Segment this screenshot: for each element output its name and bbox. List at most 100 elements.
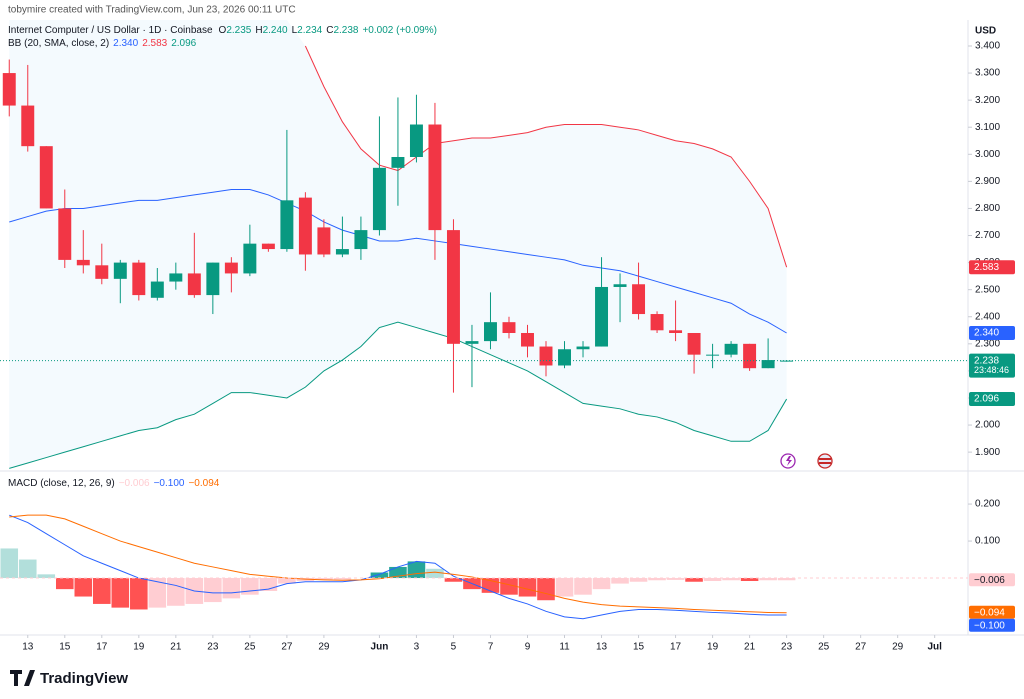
candle-body <box>632 284 646 315</box>
histogram-bar <box>111 578 130 608</box>
macd-value: −0.100 <box>154 478 185 489</box>
x-tick-label: 27 <box>281 642 293 653</box>
x-tick-label: 11 <box>559 642 570 653</box>
ohlc-value: 2.235 <box>226 25 251 36</box>
credit: tobymire created with TradingView.com, J… <box>8 5 296 16</box>
x-tick-label: 15 <box>59 642 71 653</box>
candle-body <box>650 314 664 331</box>
histogram-bar <box>370 572 389 579</box>
event-icon[interactable] <box>780 453 796 469</box>
x-tick-label: 3 <box>414 642 420 653</box>
currency: USD <box>975 26 996 37</box>
x-tick-label: 29 <box>892 642 904 653</box>
histogram-bar <box>426 568 444 579</box>
bb-legend: BB (20, SMA, close, 2) 2.340 2.583 2.096 <box>8 38 197 49</box>
candle-body <box>391 157 405 168</box>
histogram-bar <box>204 578 222 603</box>
candle-body <box>169 273 183 282</box>
x-tick-label: 9 <box>525 642 531 653</box>
candle-body <box>465 341 479 344</box>
y-tick-label: 1.900 <box>975 447 1000 458</box>
macd-tag <box>969 573 1015 587</box>
histogram-bar <box>130 578 148 610</box>
y-tick-label: 2.500 <box>975 284 1000 295</box>
y-tick-label: 3.400 <box>975 41 1000 52</box>
macd-tag-label: −0.094 <box>974 607 1005 618</box>
bb-value: 2.583 <box>142 38 167 49</box>
histogram-bar <box>278 578 296 584</box>
histogram-bar <box>759 578 777 581</box>
bb-fill <box>9 20 787 469</box>
macd-title: MACD (close, 12, 26, 9) <box>8 478 115 489</box>
candle-body <box>39 146 53 209</box>
x-tick-label: 23 <box>781 642 793 653</box>
candle-body <box>317 227 331 255</box>
y-tick-label: 2.400 <box>975 311 1000 322</box>
histogram-bar <box>333 578 352 580</box>
ohlc-value: 2.240 <box>263 25 288 36</box>
histogram-bar <box>55 578 74 590</box>
bb-value: 2.340 <box>113 38 138 49</box>
histogram-bar <box>0 548 19 579</box>
candle-body <box>428 124 442 231</box>
x-tick-label: 17 <box>670 642 682 653</box>
y-tick-label: 2.800 <box>975 203 1000 214</box>
x-tick-label: 13 <box>22 642 34 653</box>
candle-body <box>132 262 146 296</box>
histogram-bar <box>148 578 167 608</box>
histogram-bar <box>592 578 611 590</box>
price-tag-label: 2.096 <box>974 394 999 405</box>
candle-body <box>150 281 164 298</box>
histogram-bar <box>37 574 56 579</box>
candle-body <box>502 322 516 333</box>
macd-pane <box>0 514 968 620</box>
candle-body <box>354 230 368 250</box>
price-tag <box>969 353 1015 378</box>
price-tag <box>969 325 1015 340</box>
x-tick-label: Jul <box>927 642 942 653</box>
y-tick-label: 3.300 <box>975 68 1000 79</box>
x-tick-label: 21 <box>744 642 756 653</box>
x-tick-label: 17 <box>96 642 108 653</box>
candle-body <box>2 73 16 106</box>
ohlc-value: 2.234 <box>297 25 322 36</box>
y-tick-label: 3.100 <box>975 122 1000 133</box>
candle-body <box>539 346 553 366</box>
candle-body <box>335 249 349 255</box>
histogram-bar <box>685 578 703 582</box>
candle-body <box>687 332 701 355</box>
x-tick-label: 21 <box>170 642 182 653</box>
legend: Internet Computer / US Dollar · 1D · Coi… <box>8 25 437 36</box>
ohlc-label: H <box>255 25 262 36</box>
candle-body <box>724 343 738 355</box>
x-tick-label: 27 <box>855 642 867 653</box>
candle-body <box>187 273 201 296</box>
histogram-bar <box>740 578 759 581</box>
candle-body <box>595 286 609 347</box>
flag-icon[interactable] <box>817 453 833 469</box>
plot <box>0 20 968 620</box>
candle-body <box>521 332 534 347</box>
x-tick-label: 13 <box>596 642 608 653</box>
candle-body <box>706 354 720 356</box>
candle-body <box>761 360 775 369</box>
x-tick-label: 25 <box>244 642 256 653</box>
candle-body <box>58 208 72 260</box>
price-tag-label: 2.340 <box>974 328 999 339</box>
histogram-bar <box>241 578 259 595</box>
histogram-bar <box>389 566 407 579</box>
y-tick-label: 3.000 <box>975 149 1000 160</box>
y-tick-label: 3.200 <box>975 95 1000 106</box>
x-tick-label: 19 <box>707 642 719 653</box>
histogram-bar <box>666 578 685 580</box>
candle-body <box>224 262 238 274</box>
y-tick-label: 0.200 <box>975 499 1000 510</box>
x-tick-label: 15 <box>633 642 645 653</box>
x-tick-label: 5 <box>451 642 457 653</box>
candle-body <box>243 243 257 274</box>
histogram-bar <box>518 578 537 597</box>
histogram-bar <box>777 578 796 581</box>
x-tick-label: 19 <box>133 642 145 653</box>
candle-body <box>113 262 127 279</box>
histogram-bar <box>93 578 111 604</box>
